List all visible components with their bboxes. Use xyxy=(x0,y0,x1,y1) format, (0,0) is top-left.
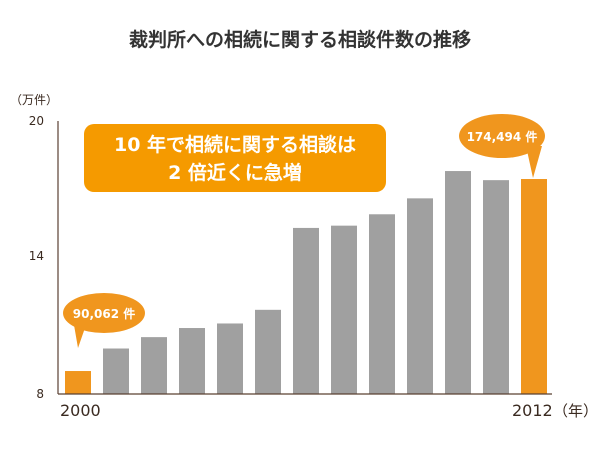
bar-2012 xyxy=(521,179,547,394)
chart-title: 裁判所への相続に関する相談件数の推移 xyxy=(129,28,471,51)
callout-first: 90,062 件 xyxy=(63,293,145,348)
bar-2011 xyxy=(483,180,509,394)
headline-box xyxy=(84,124,386,192)
callout-last: 174,494 件 xyxy=(459,114,545,178)
headline-line: 10 年で相続に関する相談は xyxy=(114,133,356,156)
bar-2006 xyxy=(293,227,319,394)
x-tick-label: 2012 xyxy=(512,401,553,420)
bar-2005 xyxy=(255,309,281,394)
bar-2000 xyxy=(65,371,91,394)
headline-line: 2 倍近くに急増 xyxy=(168,161,302,184)
y-tick-label: 8 xyxy=(36,387,44,401)
bar-2009 xyxy=(407,198,433,394)
bar-2003 xyxy=(179,328,205,394)
bar-2008 xyxy=(369,214,395,394)
callout-first-label: 90,062 件 xyxy=(73,306,136,321)
bar-2007 xyxy=(331,225,357,394)
y-axis-unit: （万件） xyxy=(10,93,58,107)
callout-last-label: 174,494 件 xyxy=(467,129,538,144)
y-tick-label: 14 xyxy=(29,249,44,263)
bar-2002 xyxy=(141,337,167,394)
bar-2010 xyxy=(445,171,471,394)
bar-2001 xyxy=(103,348,129,394)
x-axis-unit: （年） xyxy=(553,402,598,420)
bar-2004 xyxy=(217,323,243,394)
y-tick-label: 20 xyxy=(29,114,44,128)
x-tick-label: 2000 xyxy=(60,401,101,420)
